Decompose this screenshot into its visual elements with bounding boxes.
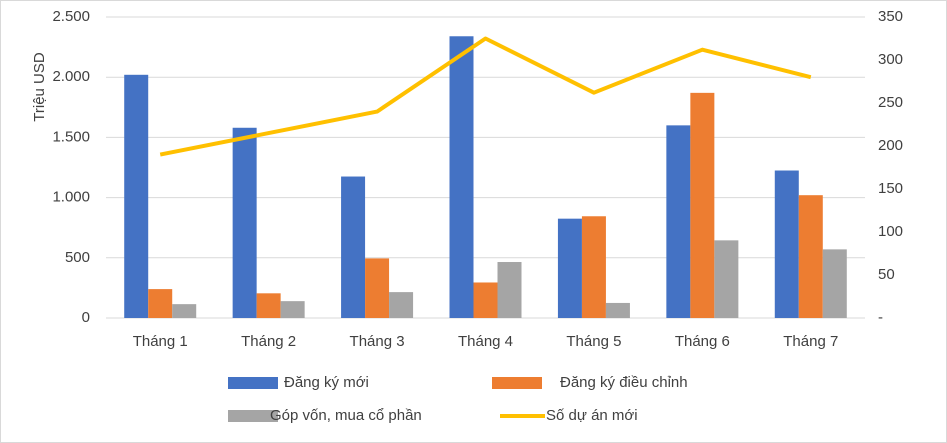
y-tick-label: 0 <box>82 309 90 326</box>
bar <box>714 240 739 318</box>
x-tick-label: Tháng 1 <box>133 333 188 350</box>
x-tick-label: Tháng 4 <box>458 333 513 350</box>
bar <box>774 170 799 318</box>
y-tick-label: 2.500 <box>52 8 90 25</box>
legend-swatch <box>228 410 278 422</box>
bar <box>473 282 498 318</box>
bar <box>449 36 474 318</box>
y-axis-label: Triệu USD <box>31 52 48 122</box>
bar <box>280 301 305 318</box>
bar <box>256 293 281 318</box>
bar <box>666 125 691 318</box>
y2-tick-label: 250 <box>878 94 903 111</box>
legend-label: Góp vốn, mua cổ phần <box>270 407 422 424</box>
bar <box>148 289 173 318</box>
bar <box>557 218 582 318</box>
y-tick-label: 2.000 <box>52 68 90 85</box>
bar <box>798 195 823 318</box>
bar <box>822 249 847 318</box>
x-tick-label: Tháng 2 <box>241 333 296 350</box>
y2-tick-label: 50 <box>878 266 895 283</box>
line <box>159 36 812 157</box>
y2-tick-label: 350 <box>878 8 903 25</box>
legend-label: Số dự án mới <box>546 407 638 424</box>
y-tick-label: 1.500 <box>52 128 90 145</box>
x-tick-label: Tháng 7 <box>783 333 838 350</box>
y2-tick-label: 200 <box>878 137 903 154</box>
bar <box>232 127 257 318</box>
bar <box>172 304 197 318</box>
y-tick-label: 500 <box>65 249 90 266</box>
x-tick-label: Tháng 6 <box>675 333 730 350</box>
bar <box>341 176 366 318</box>
bar <box>581 216 606 318</box>
legend-label: Đăng ký mới <box>284 374 369 391</box>
legend-swatch <box>492 377 542 389</box>
legend-swatch <box>228 377 278 389</box>
bar <box>365 258 390 318</box>
bar <box>605 302 630 318</box>
legend-label: Đăng ký điều chỉnh <box>560 374 688 391</box>
y2-tick-label: - <box>878 309 883 326</box>
x-tick-label: Tháng 3 <box>350 333 405 350</box>
y-tick-label: 1.000 <box>52 189 90 206</box>
x-tick-label: Tháng 5 <box>566 333 621 350</box>
y2-tick-label: 100 <box>878 223 903 240</box>
bar <box>690 92 715 319</box>
bar <box>497 262 522 318</box>
y2-tick-label: 300 <box>878 51 903 68</box>
bar <box>389 292 414 318</box>
y2-tick-label: 150 <box>878 180 903 197</box>
bar <box>124 74 149 319</box>
